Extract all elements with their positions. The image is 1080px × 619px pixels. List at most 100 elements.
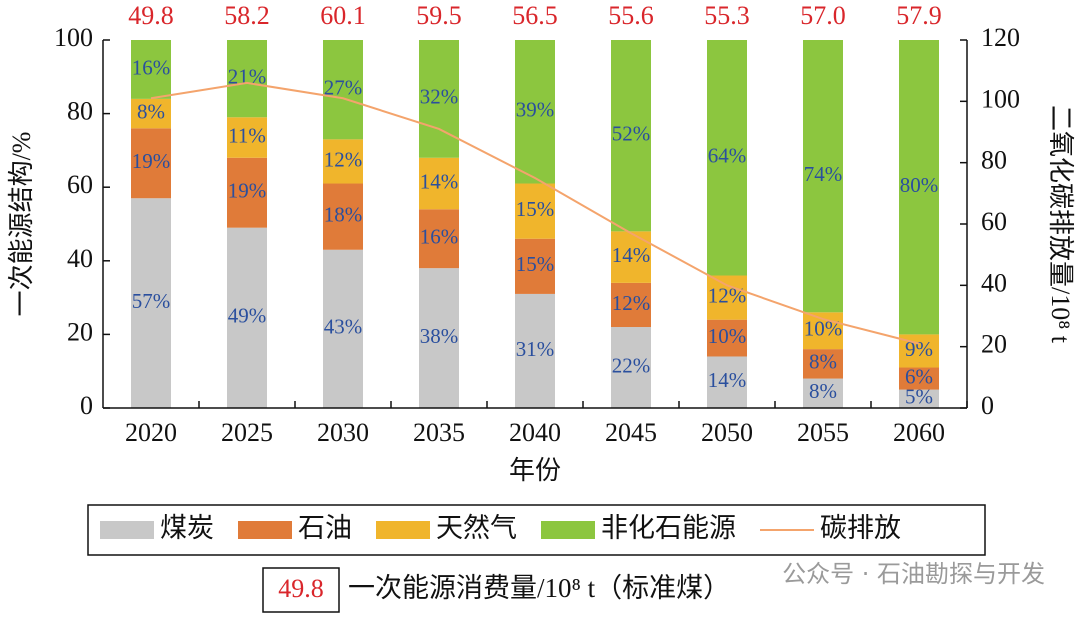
totals-key-sample: 49.8 [278,574,324,603]
y2-tick-label: 0 [981,391,994,420]
bar-value-label: 14% [708,368,747,392]
total-label: 49.8 [128,1,174,30]
legend-label: 石油 [298,513,352,543]
bar-segment [515,293,555,408]
bar-segment [899,40,939,335]
totals-key-box [262,567,340,613]
bar-value-label: 15% [516,197,555,221]
bar-segment [419,268,459,408]
legend-box [87,504,986,556]
legend-label: 非化石能源 [601,513,736,543]
bar-segment [515,238,555,294]
y-axis-title: 一次能源结构/% [7,132,36,317]
total-label: 57.9 [896,1,942,30]
y2-tick-label: 40 [981,268,1007,297]
bar-segment [803,349,843,379]
x-tick-label: 2030 [317,418,369,447]
total-label: 58.2 [224,1,270,30]
bar-value-label: 39% [516,98,555,122]
bar-segment [611,327,651,408]
y-tick-label: 60 [67,170,93,199]
bar-segment [707,275,747,320]
bar-segment [131,128,171,199]
bar-segment [611,282,651,328]
bar-segment [323,183,363,250]
bar-value-label: 12% [612,291,651,315]
bar-value-label: 80% [900,173,939,197]
bar-segment [803,378,843,408]
watermark: 公众号 · 石油勘探与开发 [782,560,1045,588]
bar-value-label: 16% [132,55,171,79]
x-tick-label: 2045 [605,418,657,447]
bar-segment [227,117,267,158]
y-tick-label: 40 [67,244,93,273]
legend-swatch [100,521,154,539]
bar-segment [227,157,267,228]
bar-value-label: 57% [132,289,171,313]
x-tick-label: 2020 [125,418,177,447]
bar-segment [419,209,459,269]
bar-segment [419,157,459,210]
bar-segment [803,40,843,313]
bar-segment [323,249,363,408]
bar-value-label: 12% [708,283,747,307]
bar-segment [323,139,363,184]
legend-swatch [376,521,430,539]
bar-segment [515,183,555,239]
y2-tick-label: 100 [981,84,1020,113]
bar-value-label: 22% [612,353,651,377]
bar-segment [227,40,267,118]
bar-value-label: 8% [137,99,165,123]
total-label: 55.3 [704,1,750,30]
bar-value-label: 15% [516,252,555,276]
bar-value-label: 12% [324,147,363,171]
y-tick-label: 100 [54,23,93,52]
y-tick-label: 20 [67,317,93,346]
bar-value-label: 19% [228,179,267,203]
y-tick-label: 0 [80,391,93,420]
bar-segment [419,40,459,158]
bar-segment [899,367,939,390]
bar-segment [323,40,363,140]
total-label: 55.6 [608,1,654,30]
x-tick-label: 2040 [509,418,561,447]
bar-value-label: 18% [324,202,363,226]
y2-axis-title: 二氧化碳排放量/10⁸ t [1046,105,1075,344]
y2-tick-label: 20 [981,330,1007,359]
bar-value-label: 11% [228,123,266,147]
x-tick-label: 2055 [797,418,849,447]
total-label: 56.5 [512,1,558,30]
bar-value-label: 52% [612,121,651,145]
legend-label: 天然气 [436,513,517,543]
bar-value-label: 6% [905,364,933,388]
bar-value-label: 10% [708,324,747,348]
bar-value-label: 74% [804,162,843,186]
bar-value-label: 14% [420,169,459,193]
bar-value-label: 14% [612,243,651,267]
y2-tick-label: 80 [981,146,1007,175]
bar-segment [515,40,555,184]
bar-value-label: 32% [420,85,459,109]
bar-value-label: 16% [420,225,459,249]
bar-segment [899,389,939,408]
bar-segment [611,40,651,232]
y2-tick-label: 120 [981,23,1020,52]
bar-value-label: 8% [809,379,837,403]
legend-swatch [238,521,292,539]
bar-value-label: 8% [809,350,837,374]
total-label: 59.5 [416,1,462,30]
x-tick-label: 2025 [221,418,273,447]
bar-segment [131,40,171,99]
x-axis-title: 年份 [509,456,561,485]
bar-value-label: 38% [420,324,459,348]
total-label: 57.0 [800,1,846,30]
bar-value-label: 10% [804,317,843,341]
bar-value-label: 31% [516,337,555,361]
bar-value-label: 43% [324,315,363,339]
total-label: 60.1 [320,1,366,30]
bar-segment [707,319,747,357]
bar-value-label: 19% [132,149,171,173]
legend-swatch [541,521,595,539]
bar-value-label: 64% [708,144,747,168]
bar-segment [707,356,747,408]
